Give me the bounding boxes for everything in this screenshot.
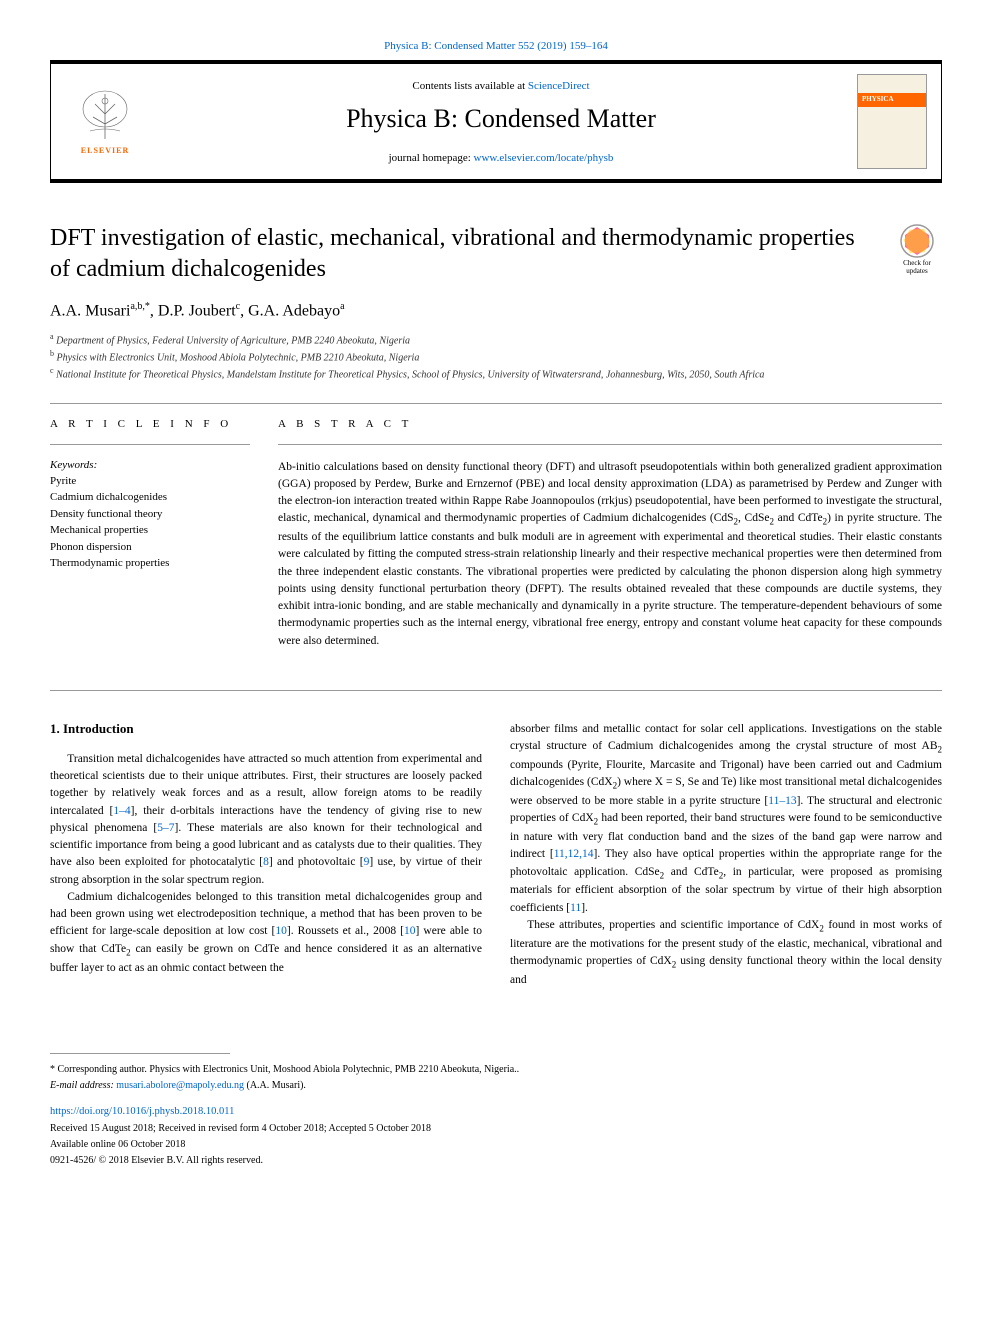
journal-name: Physica B: Condensed Matter: [145, 104, 857, 134]
citation-link[interactable]: 1–4: [113, 805, 130, 817]
contents-prefix: Contents lists available at: [412, 80, 527, 92]
journal-header: ELSEVIER Contents lists available at Sci…: [50, 60, 942, 183]
keyword-item: Density functional theory: [50, 506, 250, 523]
email-line: E-mail address: musari.abolore@mapoly.ed…: [50, 1078, 942, 1094]
top-citation-link[interactable]: Physica B: Condensed Matter 552 (2019) 1…: [384, 40, 608, 52]
available-line: Available online 06 October 2018: [50, 1137, 942, 1153]
received-line: Received 15 August 2018; Received in rev…: [50, 1121, 942, 1137]
citation-link[interactable]: 11: [570, 902, 581, 914]
keyword-item: Pyrite: [50, 473, 250, 490]
article-title: DFT investigation of elastic, mechanical…: [50, 223, 892, 285]
top-citation: Physica B: Condensed Matter 552 (2019) 1…: [50, 40, 942, 52]
article-info-heading: A R T I C L E I N F O: [50, 418, 250, 430]
doi-link[interactable]: https://doi.org/10.1016/j.physb.2018.10.…: [50, 1106, 234, 1117]
body-paragraph: Cadmium dichalcogenides belonged to this…: [50, 889, 482, 977]
homepage-prefix: journal homepage:: [389, 152, 474, 164]
citation-link[interactable]: 5–7: [157, 822, 174, 834]
intro-right-text: absorber films and metallic contact for …: [510, 721, 942, 989]
email-label: E-mail address:: [50, 1080, 116, 1091]
citation-link[interactable]: 8: [263, 856, 269, 868]
copyright-line: 0921-4526/ © 2018 Elsevier B.V. All righ…: [50, 1153, 942, 1169]
email-link[interactable]: musari.abolore@mapoly.edu.ng: [116, 1080, 244, 1091]
homepage-link[interactable]: www.elsevier.com/locate/physb: [474, 152, 614, 164]
citation-link[interactable]: 10: [404, 925, 416, 937]
cover-band: PHYSICA: [858, 93, 926, 107]
corresponding-author: * Corresponding author. Physics with Ele…: [50, 1062, 942, 1078]
section-1-heading: 1. Introduction: [50, 721, 482, 737]
abstract-text: Ab-initio calculations based on density …: [278, 459, 942, 650]
right-column: absorber films and metallic contact for …: [510, 721, 942, 989]
email-suffix: (A.A. Musari).: [244, 1080, 306, 1091]
affiliations: a Department of Physics, Federal Univers…: [50, 331, 942, 383]
authors: A.A. Musaria,b,*, D.P. Joubertc, G.A. Ad…: [50, 301, 942, 320]
rule-abstract: [278, 444, 942, 445]
elsevier-logo: ELSEVIER: [65, 82, 145, 162]
check-updates-line2: updates: [906, 267, 927, 275]
contents-line: Contents lists available at ScienceDirec…: [145, 80, 857, 92]
keyword-item: Mechanical properties: [50, 522, 250, 539]
citation-link[interactable]: 11–13: [768, 795, 796, 807]
citation-link[interactable]: 11,12,14: [554, 848, 594, 860]
body-paragraph: These attributes, properties and scienti…: [510, 917, 942, 989]
keyword-item: Phonon dispersion: [50, 539, 250, 556]
body-paragraph: absorber films and metallic contact for …: [510, 721, 942, 917]
affiliation-line: b Physics with Electronics Unit, Moshood…: [50, 348, 942, 365]
abstract-column: A B S T R A C T Ab-initio calculations b…: [278, 418, 942, 650]
article-info-column: A R T I C L E I N F O Keywords: PyriteCa…: [50, 418, 250, 650]
keyword-item: Cadmium dichalcogenides: [50, 489, 250, 506]
keyword-item: Thermodynamic properties: [50, 555, 250, 572]
homepage-line: journal homepage: www.elsevier.com/locat…: [145, 152, 857, 164]
keywords-label: Keywords:: [50, 459, 250, 471]
affiliation-line: a Department of Physics, Federal Univers…: [50, 331, 942, 348]
rule-top: [50, 403, 942, 404]
body-paragraph: Transition metal dichalcogenides have at…: [50, 751, 482, 889]
rule-info: [50, 444, 250, 445]
crossmark-icon: [899, 223, 935, 259]
left-column: 1. Introduction Transition metal dichalc…: [50, 721, 482, 989]
footer: * Corresponding author. Physics with Ele…: [50, 1039, 942, 1169]
intro-left-text: Transition metal dichalcogenides have at…: [50, 751, 482, 977]
footnote-rule: [50, 1053, 230, 1054]
affiliation-line: c National Institute for Theoretical Phy…: [50, 365, 942, 382]
rule-bottom: [50, 690, 942, 691]
elsevier-tree-icon: [75, 89, 135, 144]
journal-cover-thumbnail: PHYSICA: [857, 74, 927, 169]
sciencedirect-link[interactable]: ScienceDirect: [528, 80, 590, 92]
check-updates-line1: Check for: [903, 259, 931, 267]
citation-link[interactable]: 9: [364, 856, 370, 868]
citation-link[interactable]: 10: [275, 925, 287, 937]
elsevier-label: ELSEVIER: [81, 146, 129, 155]
abstract-heading: A B S T R A C T: [278, 418, 942, 430]
check-updates-badge[interactable]: Check for updates: [892, 223, 942, 283]
